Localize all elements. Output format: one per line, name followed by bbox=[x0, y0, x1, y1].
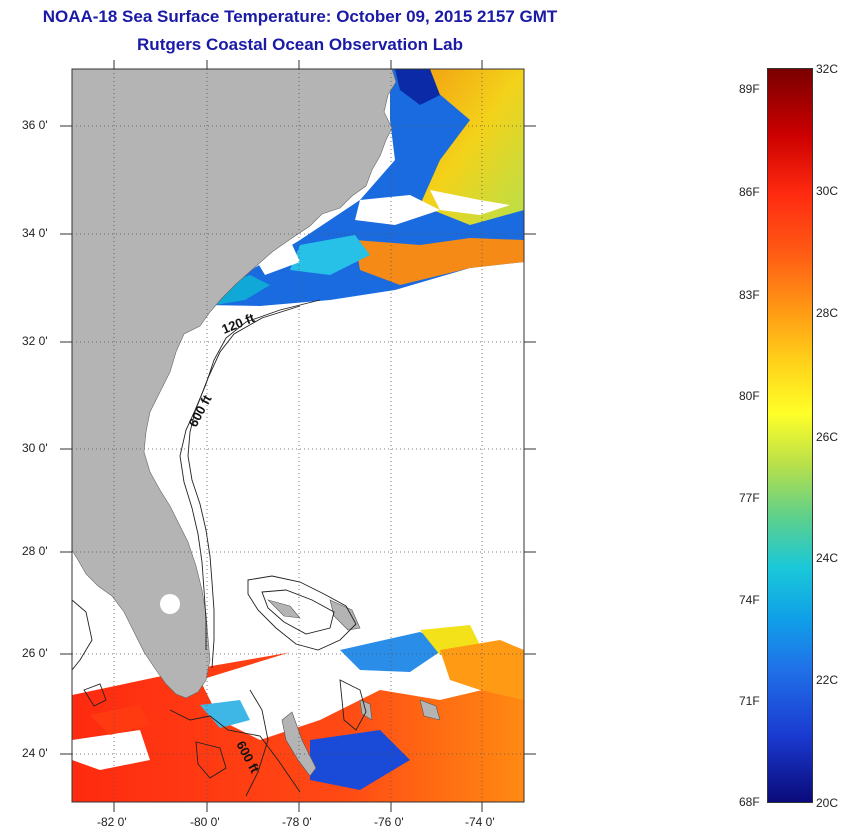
colorbar-c-label: 24C bbox=[816, 551, 839, 565]
lon-label: -80 0' bbox=[190, 815, 220, 829]
map-frame bbox=[71, 68, 525, 803]
lat-label: 26 0' bbox=[22, 646, 48, 660]
colorbar bbox=[767, 68, 813, 803]
colorbar-f-label: 74F bbox=[739, 593, 760, 607]
lat-label: 32 0' bbox=[22, 334, 48, 348]
colorbar-c-label: 28C bbox=[816, 306, 839, 320]
colorbar-f-label: 83F bbox=[739, 288, 760, 302]
bahamas-islands bbox=[266, 599, 441, 777]
colorbar-f-label: 80F bbox=[739, 389, 760, 403]
lat-label: 28 0' bbox=[22, 544, 48, 558]
colorbar-c-label: 22C bbox=[816, 673, 839, 687]
map-title: NOAA-18 Sea Surface Temperature: October… bbox=[42, 7, 558, 26]
map-subtitle: Rutgers Coastal Ocean Observation Lab bbox=[137, 35, 463, 54]
lat-label: 30 0' bbox=[22, 441, 48, 455]
colorbar-f-label: 68F bbox=[739, 795, 760, 809]
lat-label: 34 0' bbox=[22, 226, 48, 240]
colorbar-c-label: 26C bbox=[816, 430, 839, 444]
lon-label: -78 0' bbox=[282, 815, 312, 829]
graticule bbox=[72, 69, 524, 802]
depth-contours bbox=[72, 299, 367, 797]
colorbar-c-label: 20C bbox=[816, 796, 839, 810]
north-sst-swath bbox=[205, 69, 524, 306]
axis-ticks bbox=[60, 60, 536, 812]
colorbar-f-label: 71F bbox=[739, 694, 760, 708]
lake-okeechobee bbox=[160, 594, 180, 614]
colorbar-c-label: 30C bbox=[816, 184, 839, 198]
lon-label: -82 0' bbox=[97, 815, 127, 829]
lon-label: -76 0' bbox=[374, 815, 404, 829]
south-sst-swath bbox=[72, 612, 524, 802]
colorbar-f-label: 89F bbox=[739, 82, 760, 96]
lat-label: 36 0' bbox=[22, 118, 48, 132]
land-mass bbox=[72, 69, 397, 699]
colorbar-f-label: 77F bbox=[739, 491, 760, 505]
colorbar-f-label: 86F bbox=[739, 185, 760, 199]
colorbar-c-label: 32C bbox=[816, 62, 839, 76]
lat-label: 24 0' bbox=[22, 746, 48, 760]
lon-label: -74 0' bbox=[465, 815, 495, 829]
